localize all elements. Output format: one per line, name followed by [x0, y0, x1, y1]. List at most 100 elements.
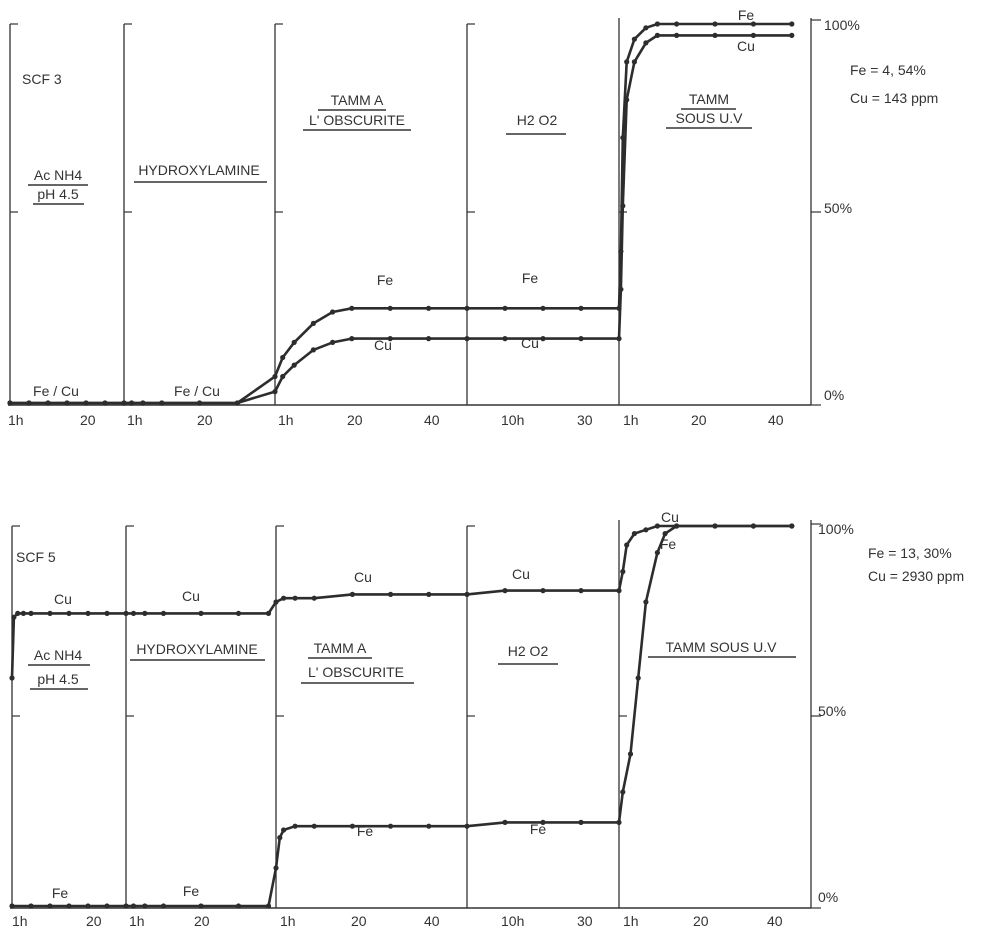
data-point-fe — [643, 25, 649, 31]
data-point-cu — [620, 569, 626, 575]
data-point-cu — [20, 610, 26, 617]
data-point-cu — [789, 32, 795, 39]
data-point-fe — [654, 550, 661, 556]
stage-label-h2o2: H2 O2 — [508, 643, 549, 659]
data-point-cu — [674, 32, 680, 39]
data-point-fe — [85, 903, 91, 909]
data-point-cu — [464, 591, 470, 598]
data-point-fe — [104, 903, 110, 909]
series-label-cu: Cu — [512, 566, 530, 582]
stage-label-ph: pH 4.5 — [37, 671, 78, 687]
sample-label: SCF 3 — [22, 71, 62, 87]
data-point-fe — [142, 903, 148, 909]
data-point-fe — [273, 865, 279, 871]
info-fe: Fe = 13, 30% — [868, 545, 952, 561]
x-tick-label: 10h — [501, 913, 524, 929]
data-point-cu — [280, 373, 286, 380]
x-tick-label: 20 — [194, 913, 210, 929]
data-point-cu — [196, 400, 203, 406]
data-point-cu — [7, 400, 13, 406]
data-point-cu — [578, 336, 584, 342]
x-tick-label: 10h — [501, 412, 524, 428]
data-point-fe — [160, 903, 167, 909]
data-point-cu — [129, 400, 135, 406]
curves-scf5 — [9, 523, 795, 909]
data-point-cu — [11, 614, 17, 620]
x-tick-label: 1h — [129, 913, 145, 929]
data-point-cu — [620, 203, 626, 209]
data-point-fe — [578, 819, 584, 826]
x-tick-label: 40 — [424, 412, 440, 428]
info-fe: Fe = 4, 54% — [850, 62, 926, 78]
series-label-cu: Cu — [737, 38, 755, 54]
data-point-fe — [712, 21, 718, 27]
data-point-fe — [750, 523, 757, 529]
data-point-fe — [502, 819, 508, 826]
data-point-cu — [712, 32, 718, 39]
data-point-cu — [66, 610, 72, 617]
stage-label-tamm-sous-uv: TAMM SOUS U.V — [666, 639, 778, 655]
y-tick-label-50: 50% — [824, 200, 852, 216]
data-point-cu — [311, 595, 317, 601]
series-label-cu: Cu — [354, 569, 372, 585]
series-line-fe — [10, 524, 794, 908]
data-point-fe — [620, 789, 626, 795]
stage-label-hydroxylamine: HYDROXYLAMINE — [136, 641, 257, 657]
data-point-fe — [198, 903, 204, 909]
y-tick-label-100: 100% — [824, 17, 860, 33]
data-point-cu — [121, 400, 127, 406]
data-point-cu — [198, 610, 204, 617]
x-tick-label: 30 — [577, 913, 593, 929]
data-point-fe — [310, 320, 316, 326]
series-label-cu: Cu — [661, 509, 679, 525]
data-point-fe — [662, 531, 668, 537]
x-tick-label: 1h — [623, 913, 639, 929]
data-point-cu — [654, 32, 661, 39]
series-label-fe: Fe — [52, 885, 69, 901]
x-tick-label: 1h — [8, 412, 24, 428]
info-cu: Cu = 2930 ppm — [868, 568, 964, 584]
data-point-cu — [234, 400, 240, 406]
x-tick-label: 20 — [347, 412, 363, 428]
data-point-fe — [281, 827, 287, 833]
x-tick-label: 20 — [197, 412, 213, 428]
data-point-cu — [9, 675, 15, 681]
data-point-cu — [578, 588, 584, 594]
data-point-fe — [291, 339, 297, 345]
data-point-cu — [643, 527, 649, 533]
data-point-cu — [540, 588, 546, 594]
data-point-cu — [64, 400, 70, 406]
data-point-cu — [159, 400, 165, 406]
data-point-fe — [47, 903, 53, 909]
data-point-cu — [28, 610, 34, 617]
data-point-fe — [349, 305, 355, 311]
x-tick-label: 40 — [768, 412, 784, 428]
data-point-fe — [578, 305, 584, 311]
x-tick-label: 1h — [623, 412, 639, 428]
shared-label-fe-cu: Fe / Cu — [174, 383, 220, 399]
data-point-cu — [330, 339, 336, 345]
data-point-cu — [102, 400, 108, 406]
data-point-cu — [291, 362, 297, 368]
sample-label: SCF 5 — [16, 549, 56, 565]
data-point-cu — [618, 286, 624, 292]
shared-label-fe-cu: Fe / Cu — [33, 383, 79, 399]
data-point-cu — [104, 610, 110, 617]
y-tick-label-50: 50% — [818, 703, 846, 719]
y-tick-label-0: 0% — [824, 387, 844, 403]
data-point-fe — [750, 21, 757, 27]
data-point-cu — [616, 336, 622, 342]
data-point-cu — [624, 97, 630, 103]
stage-label-h2o2: H2 O2 — [517, 112, 558, 128]
data-point-fe — [643, 599, 649, 605]
data-point-cu — [272, 389, 278, 395]
data-point-fe — [9, 903, 15, 909]
data-point-fe — [272, 373, 278, 380]
data-point-fe — [330, 309, 336, 315]
data-point-cu — [281, 595, 287, 601]
stage-label-obscurite: L' OBSCURITE — [309, 112, 405, 128]
series-label-fe: Fe — [377, 272, 394, 288]
stage-label-hydroxylamine: HYDROXYLAMINE — [138, 162, 259, 178]
data-point-fe — [387, 305, 393, 311]
